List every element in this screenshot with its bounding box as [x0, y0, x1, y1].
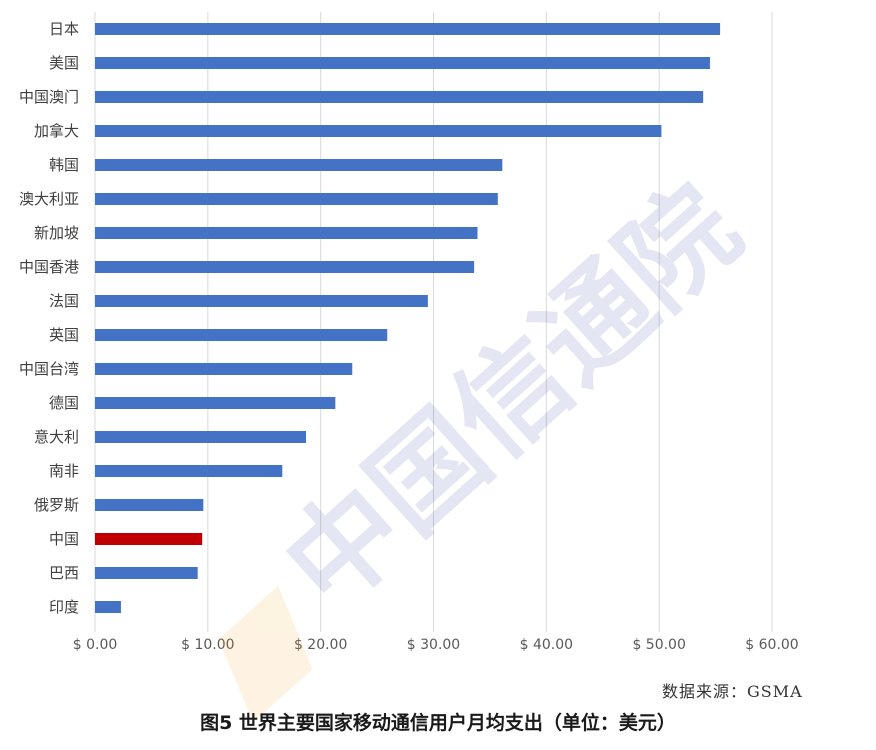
x-tick-label: $ 60.00 — [745, 637, 798, 653]
bar — [95, 261, 475, 273]
bar — [95, 91, 704, 103]
category-label: 德国 — [49, 394, 79, 412]
bar — [95, 431, 306, 443]
x-tick-label: $ 0.00 — [73, 637, 118, 653]
bar — [95, 159, 503, 171]
category-label: 美国 — [49, 54, 79, 72]
category-label: 韩国 — [49, 156, 79, 174]
x-tick-label: $ 50.00 — [632, 637, 685, 653]
category-label: 中国台湾 — [19, 360, 79, 378]
bar — [95, 465, 283, 477]
bar — [95, 295, 428, 307]
x-tick-label: $ 30.00 — [407, 637, 460, 653]
bar — [95, 601, 121, 613]
category-label: 英国 — [49, 326, 79, 344]
category-label: 巴西 — [49, 564, 79, 582]
bar — [95, 57, 710, 69]
category-label: 印度 — [49, 598, 79, 616]
bar — [95, 227, 478, 239]
category-label: 法国 — [49, 292, 79, 310]
bar — [95, 363, 353, 375]
category-label: 南非 — [49, 462, 79, 480]
x-tick-label: $ 10.00 — [181, 637, 234, 653]
x-tick-label: $ 40.00 — [520, 637, 573, 653]
category-label: 新加坡 — [34, 224, 79, 242]
bar — [95, 329, 388, 341]
category-label: 加拿大 — [34, 122, 79, 140]
bar — [95, 533, 203, 545]
bar-chart: $ 0.00 $ 10.00 $ 20.00 $ 30.00 $ 40.00 $ 50.0… — [19, 12, 799, 653]
category-label: 日本 — [49, 20, 79, 38]
category-label: 中国澳门 — [19, 88, 79, 106]
bar — [95, 567, 198, 579]
bar — [95, 499, 204, 511]
data-source: 数据来源：GSMA — [662, 682, 803, 701]
x-tick-label: $ 20.00 — [294, 637, 347, 653]
category-label: 意大利 — [34, 428, 79, 446]
category-label: 中国香港 — [19, 258, 79, 276]
bar — [95, 397, 336, 409]
bar — [95, 125, 662, 137]
bar — [95, 193, 498, 205]
figure-caption: 图5 世界主要国家移动通信用户月均支出（单位：美元） — [200, 712, 676, 734]
category-label: 中国 — [49, 530, 79, 548]
category-label: 俄罗斯 — [34, 496, 79, 514]
bar — [95, 23, 721, 35]
category-label: 澳大利亚 — [19, 190, 79, 208]
